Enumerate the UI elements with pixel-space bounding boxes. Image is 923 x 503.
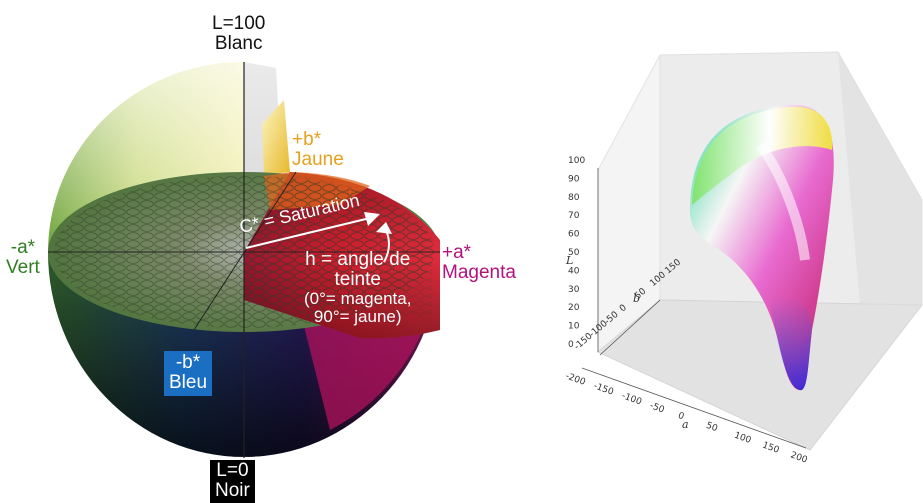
a-tick-label: -150 [592,381,615,397]
hue-line-1: h = angle de [305,249,411,270]
minus-a-label: -a* Vert [6,238,40,278]
plus-b-axis: +b* [292,129,322,150]
yellow-cut-face [262,100,290,175]
l-tick-label: 30 [568,285,580,295]
l-tick-label: 70 [568,211,580,221]
l-tick-label: 80 [568,193,580,203]
minus-b-axis: -b* [175,352,201,373]
saturation-arrow [245,217,371,249]
plus-b-label: +b* Jaune [292,130,344,170]
l-tick-label: 50 [568,248,580,258]
l-tick-label: 20 [568,303,580,313]
l0-label: L=0 Noir [210,460,255,503]
a-tick-label: -200 [564,371,587,387]
l0-value: L=0 [216,460,249,481]
b-tick-label: 0 [618,303,629,315]
l100-name: Blanc [214,32,263,54]
saturation-arrowhead [364,212,380,226]
l0-name: Noir [215,479,250,501]
l100-label: L=100 Blanc [212,14,265,54]
l-tick-label: 100 [568,156,585,166]
plus-a-name: Magenta [442,261,516,283]
lab-sphere [48,62,440,458]
l-axis-label: L [565,254,573,267]
a-tick-label: 200 [789,450,809,465]
hue-line-2: teinte [334,268,381,290]
minus-b-label: -b* Bleu [164,351,213,396]
a-axis-label: a [682,418,689,431]
minus-b-name: Bleu [169,371,208,393]
plus-a-label: +a* Magenta [442,243,516,283]
a-tick-label: -50 [648,401,665,416]
hue-line-3: (0°= magenta, [304,288,412,308]
l100-value: L=100 [212,13,266,34]
a-tick-label: 150 [761,441,781,456]
l-tick-label: 10 [568,322,580,332]
hue-angle-label: h = angle de teinte (0°= magenta, 90°= j… [304,250,411,326]
plot-floor [597,299,923,451]
plus-b-name: Jaune [292,148,344,170]
minus-a-name: Vert [6,256,40,278]
a-tick-label: -100 [620,391,643,407]
a-tick-label: 50 [705,421,719,434]
hue-line-4: 90°= jaune) [313,306,402,326]
a-tick-label: 0 [676,411,685,422]
minus-a-axis: -a* [10,237,36,258]
a-tick-label: 100 [733,431,753,446]
l-tick-label: 40 [568,266,580,276]
b-axis-label: b [633,292,640,305]
l-tick-label: 0 [568,340,574,350]
l-tick-label: 60 [568,230,580,240]
plus-a-axis: +a* [442,242,472,263]
l-tick-label: 90 [568,174,580,184]
b-axis-line [193,171,297,331]
